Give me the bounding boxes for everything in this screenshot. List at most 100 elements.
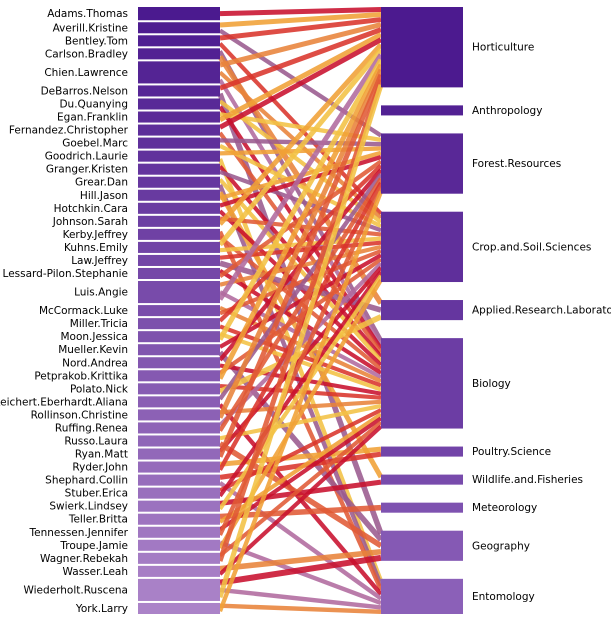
left-node-bar[interactable] <box>138 370 220 382</box>
link-York.Larry-Forest.Resources <box>217 190 384 613</box>
link-Wiederholt.Ruscena-Geography <box>219 554 382 586</box>
right-node-bar[interactable] <box>381 338 463 429</box>
left-node-bar[interactable] <box>138 163 220 175</box>
left-node-bar[interactable] <box>138 124 220 136</box>
left-node-bar[interactable] <box>138 189 220 201</box>
left-node-bar[interactable] <box>138 487 220 499</box>
link-Nord.Andrea-Biology <box>219 363 382 396</box>
left-node-bar[interactable] <box>138 565 220 577</box>
left-node-bar[interactable] <box>138 435 220 447</box>
link-Egan.Franklin-Horticulture <box>218 32 383 123</box>
left-node-bar[interactable] <box>138 318 220 330</box>
left-node-label: Granger.Kristen <box>46 164 128 176</box>
left-node-bar[interactable] <box>138 7 220 21</box>
left-node-bar[interactable] <box>138 461 220 473</box>
left-node-bar[interactable] <box>138 344 220 356</box>
left-node-bar[interactable] <box>138 267 220 280</box>
left-node-bar[interactable] <box>138 61 220 84</box>
right-node-bar[interactable] <box>381 133 463 194</box>
left-node-bar[interactable] <box>138 578 220 601</box>
link-Petprakob.Krittika-Horticulture <box>217 63 384 380</box>
right-node-bar[interactable] <box>381 446 463 457</box>
right-node-bar[interactable] <box>381 300 463 321</box>
left-node-label: Carlson.Bradley <box>45 48 128 60</box>
right-node-bar[interactable] <box>381 7 463 88</box>
left-node-bar[interactable] <box>138 281 220 304</box>
left-node-bar[interactable] <box>138 150 220 162</box>
right-node-label: Horticulture <box>472 42 534 54</box>
left-node-label: Ruffing.Renea <box>55 422 128 434</box>
link-Wagner.Rebekah-Biology <box>218 420 383 558</box>
left-node-bar[interactable] <box>138 539 220 551</box>
left-node-bar[interactable] <box>138 331 220 343</box>
left-node-label: Reichert.Eberhardt.Aliana <box>0 396 128 408</box>
left-node-bar[interactable] <box>138 85 220 97</box>
left-node-label: Troupe.Jamie <box>59 540 128 552</box>
left-node-bar[interactable] <box>138 383 220 395</box>
right-node-bar[interactable] <box>381 474 463 485</box>
left-node-bar[interactable] <box>138 526 220 538</box>
right-node-label: Forest.Resources <box>472 158 561 170</box>
left-node-bar[interactable] <box>138 111 220 123</box>
left-node-label: Shephard.Collin <box>45 475 128 487</box>
left-node-bar[interactable] <box>138 602 220 614</box>
left-node-label: Miller.Tricia <box>70 318 128 330</box>
link-Adams.Thomas-Horticulture <box>219 7 382 17</box>
right-node-bar[interactable] <box>381 211 463 283</box>
left-node-bar[interactable] <box>138 228 220 240</box>
left-node-bar[interactable] <box>138 202 220 214</box>
left-node-bar[interactable] <box>138 35 220 47</box>
left-node-bar[interactable] <box>138 215 220 227</box>
left-node-bar[interactable] <box>138 241 220 253</box>
left-node-label: Tennessen.Jennifer <box>28 527 128 539</box>
link-Wiederholt.Ruscena-Horticulture <box>217 84 384 599</box>
right-node-label: Meteorology <box>472 502 537 514</box>
left-node-bar[interactable] <box>138 513 220 525</box>
link-Kuhns.Emily-Horticulture <box>218 48 383 247</box>
left-node-bar[interactable] <box>138 137 220 149</box>
left-node-bar[interactable] <box>138 552 220 564</box>
link-DeBarros.Nelson-Horticulture <box>219 27 382 91</box>
link-Johnson.Sarah-Horticulture <box>218 42 383 226</box>
left-node-bar[interactable] <box>138 22 220 34</box>
right-node-bar[interactable] <box>381 105 463 116</box>
link-Wiederholt.Ruscena-Entomology <box>219 587 382 610</box>
right-node-label: Anthropology <box>472 105 542 117</box>
left-node-label: Hotchkin.Cara <box>54 203 128 215</box>
left-node-bar[interactable] <box>138 254 220 266</box>
right-node-bar[interactable] <box>381 502 463 513</box>
left-node-bar[interactable] <box>138 98 220 110</box>
left-node-bar[interactable] <box>138 357 220 369</box>
left-node-label: Moon.Jessica <box>60 331 128 343</box>
link-Bentley.Tom-Horticulture <box>219 17 382 41</box>
links-layer <box>217 7 384 614</box>
left-node-bar[interactable] <box>138 500 220 512</box>
left-node-bar[interactable] <box>138 396 220 408</box>
left-node-label: Stuber.Erica <box>65 488 128 500</box>
left-node-bar[interactable] <box>138 474 220 486</box>
left-node-bar[interactable] <box>138 305 220 317</box>
left-node-bar[interactable] <box>138 48 220 60</box>
left-node-label: Rollinson.Christine <box>31 409 128 421</box>
left-node-bar[interactable] <box>138 422 220 434</box>
left-node-label: Johnson.Sarah <box>52 216 128 228</box>
left-node-bar[interactable] <box>138 176 220 188</box>
left-node-label: York.Larry <box>75 603 128 615</box>
link-Rollinson.Christine-Horticulture <box>217 68 384 419</box>
link-York.Larry-Entomology <box>219 603 382 614</box>
right-node-label: Biology <box>472 378 511 390</box>
left-node-label: Fernandez.Christopher <box>9 125 129 137</box>
right-nodes-layer <box>381 7 463 614</box>
right-node-bar[interactable] <box>381 578 463 614</box>
left-node-label: Du.Quanying <box>59 98 128 110</box>
left-node-bar[interactable] <box>138 448 220 460</box>
link-Swierk.Lindsey-Crop.and.Soil.Sciences <box>218 274 383 511</box>
right-labels-layer: Horticulture Anthropology Forest.Resources… <box>472 42 611 603</box>
link-Moon.Jessica-Horticulture <box>217 58 384 341</box>
left-node-label: Mueller.Kevin <box>58 344 128 356</box>
left-node-label: Polato.Nick <box>70 383 129 395</box>
right-node-bar[interactable] <box>381 530 463 561</box>
left-node-label: Goodrich.Laurie <box>45 151 128 163</box>
left-node-bar[interactable] <box>138 409 220 421</box>
right-node-label: Entomology <box>472 591 535 603</box>
